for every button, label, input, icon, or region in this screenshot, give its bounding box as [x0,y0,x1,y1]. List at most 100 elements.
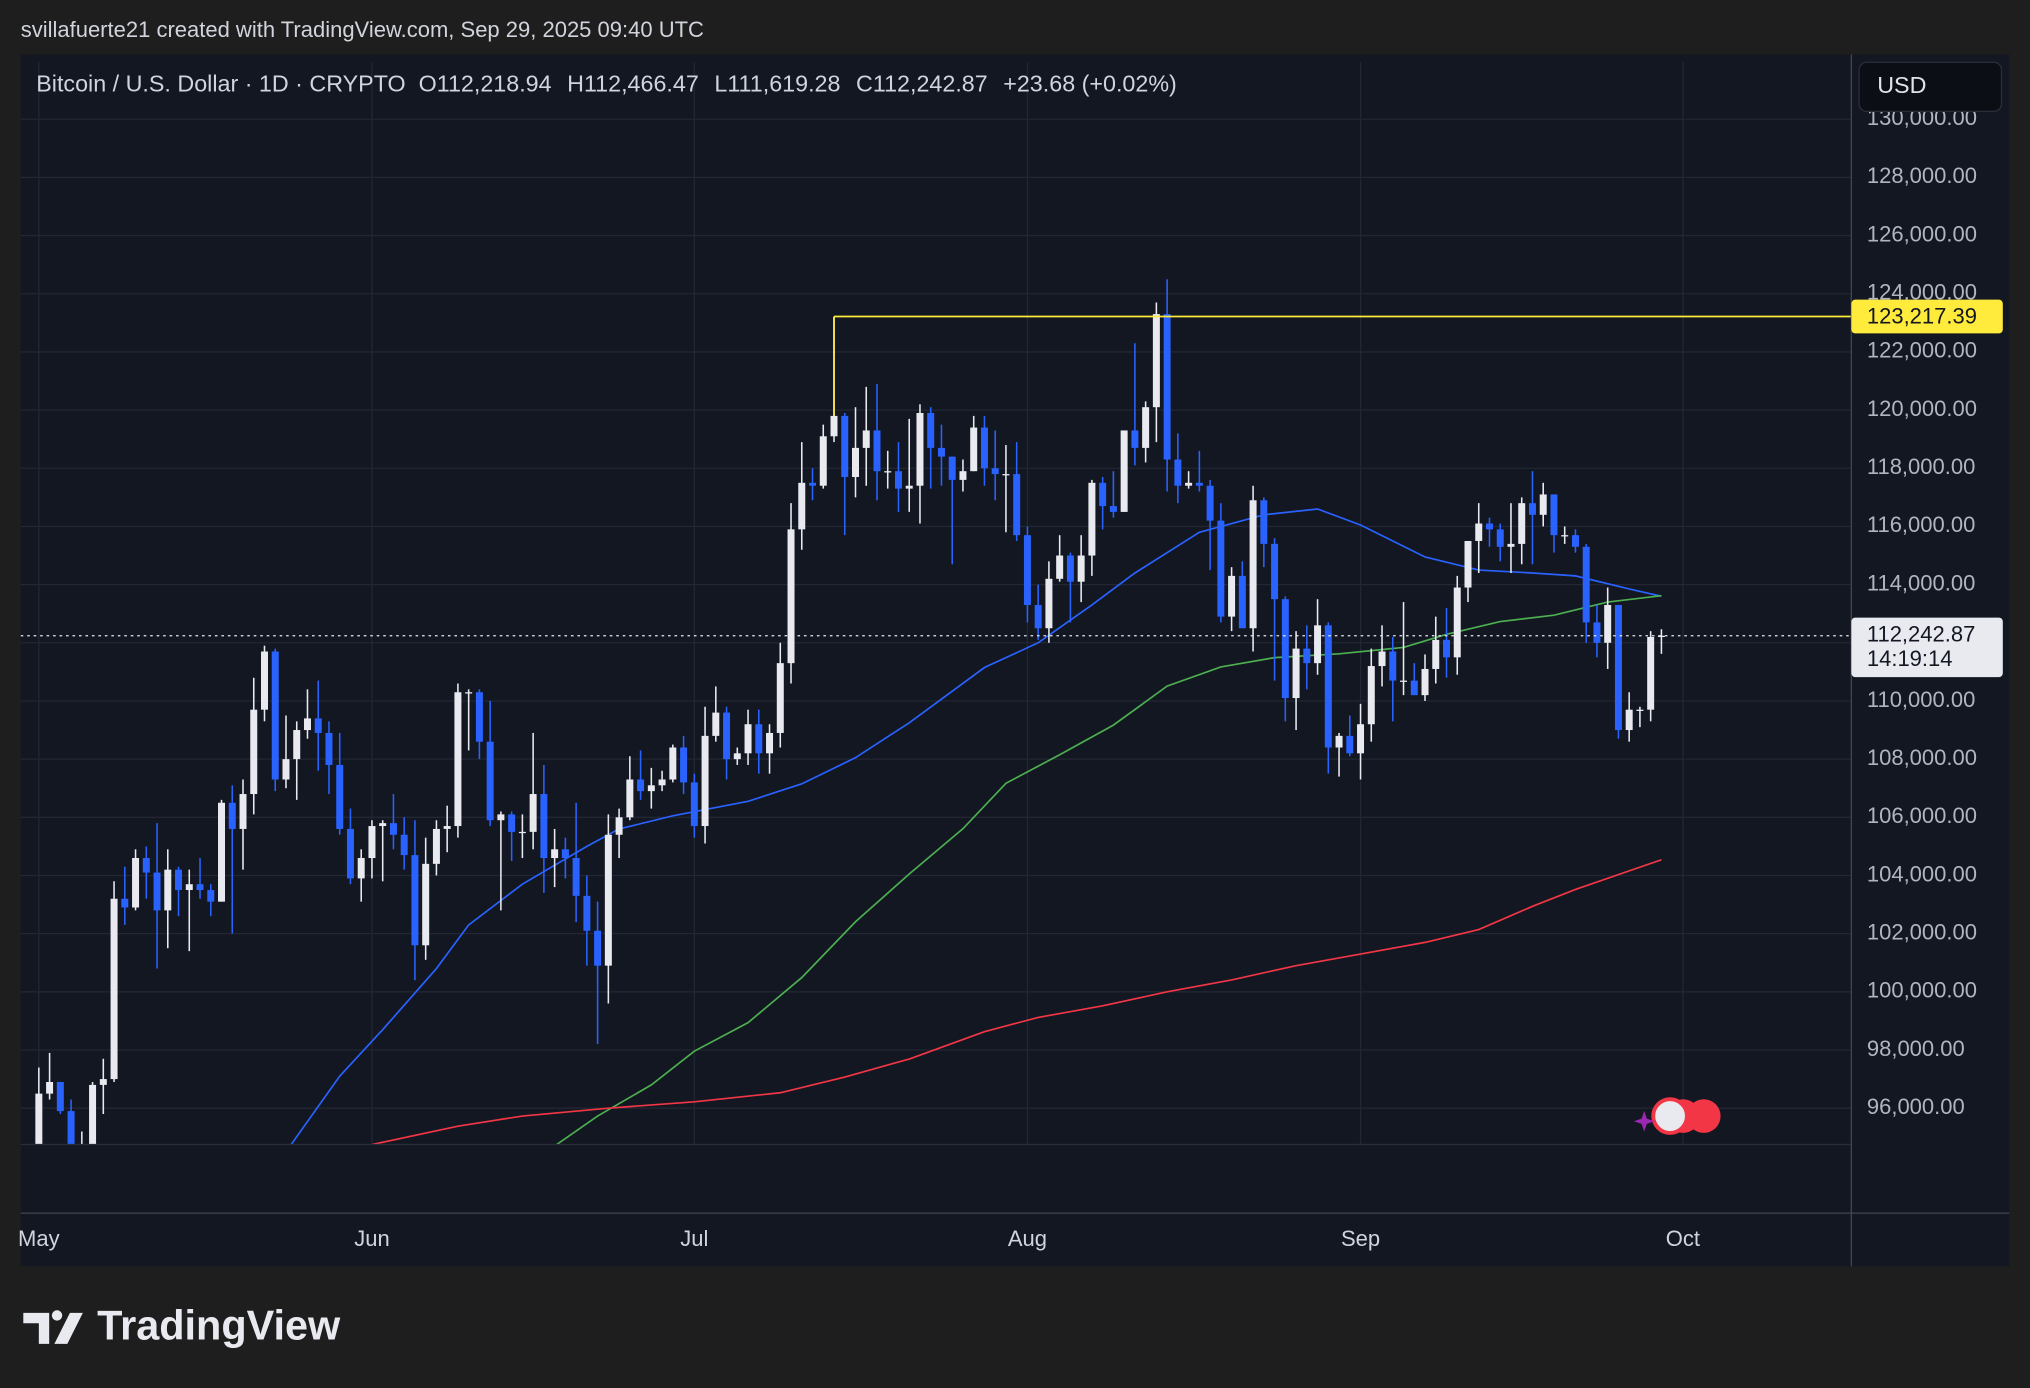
candle-body [1174,459,1182,486]
candle-body [132,858,140,908]
candle-body [1271,543,1279,600]
candle-body [1077,555,1085,582]
candle-body [1185,482,1193,486]
candle-body [927,413,935,448]
x-tick-label: Aug [1008,1226,1047,1251]
candle-body [1163,314,1171,460]
candle-body [1518,503,1526,544]
candle-body [282,759,290,780]
y-tick-label: 128,000.00 [1867,163,1977,188]
candle-body [303,718,311,731]
candle-body [980,427,988,469]
candle-body [1217,520,1225,617]
candle-body [1120,430,1128,512]
candle-body [540,794,548,859]
price-label: 123,217.39 [1867,304,1977,329]
moving-average [371,858,1662,1145]
candle-body [314,718,322,733]
candle-body [1142,407,1150,448]
candle-body [379,823,387,827]
candle-body [1099,482,1107,507]
candle-body [1228,575,1236,617]
y-tick-label: 120,000.00 [1867,396,1977,421]
candle-body [701,735,709,827]
candle-body [121,898,129,908]
candle-body [572,858,580,896]
price-label: 112,242.87 [1867,622,1975,647]
candle-body [207,890,215,902]
candle-body [1195,482,1203,486]
candle-body [809,482,817,486]
candle-body [1056,555,1064,579]
candle-body [1604,604,1612,643]
y-tick-label: 100,000.00 [1867,978,1977,1003]
candle-body [1109,506,1117,512]
candle-body [89,1084,97,1145]
candle-body [712,712,720,736]
moving-average [290,508,1662,1145]
candle-body [841,415,849,477]
candle-body [1571,535,1579,547]
candle-body [830,415,838,437]
candle-body [368,826,376,859]
candle-body [46,1081,54,1094]
candle-body [422,863,430,946]
currency-label[interactable]: USD [1877,72,1926,98]
candle-body [271,651,279,780]
candle-body [508,814,516,832]
y-tick-label: 110,000.00 [1867,687,1975,712]
candle-body [1034,604,1042,629]
legend-open: O112,218.94 [419,71,552,97]
candle-body [293,730,301,760]
currency-button[interactable]: USD [1858,61,2003,113]
candle-body [1131,430,1139,448]
legend: Bitcoin / U.S. Dollar · 1D · CRYPTO O112,… [36,71,1177,97]
candle-body [1260,500,1268,544]
candle-body [35,1093,43,1145]
candle-body [1614,604,1622,731]
candle-body [228,802,236,829]
candle-body [1066,555,1074,582]
candle-body [1443,639,1450,658]
price-label-bg [1851,299,2003,334]
candle-body [1550,494,1558,536]
moving-average [555,594,1662,1145]
candle-body [776,663,784,733]
candle-body [1088,482,1096,556]
y-tick-label: 104,000.00 [1867,861,1977,886]
countdown: 14:19:14 [1867,646,1953,671]
candle-body [1002,474,1010,476]
candle-body [218,802,226,902]
candle-body [733,753,741,760]
currency-button-bg[interactable] [1858,61,2003,113]
legend-low: L111,619.28 [714,71,840,97]
candle-body [1249,500,1257,629]
candle-body [1206,485,1214,521]
candle-body [755,724,763,754]
credit: svillafuerte21 created with TradingView.… [21,17,704,42]
candle-body [1432,639,1440,669]
candle-body [970,427,978,472]
logo: TradingView [23,1302,341,1348]
price-label-bg [1851,617,2003,678]
candle-body [239,794,247,829]
candle-body [1335,735,1343,748]
candle-body [884,471,892,473]
y-tick-label: 96,000.00 [1867,1094,1965,1119]
logo-icon [23,1310,83,1344]
y-tick-label: 122,000.00 [1867,338,1977,363]
candle-body [475,692,483,742]
axes: 96,000.00 98,000.00 100,000.00 102,000.00 10… [18,105,2003,1251]
candle-body [959,471,967,480]
candle-body [1281,599,1289,699]
candle-body [647,785,655,792]
candle-body [1303,648,1311,664]
candle-body [1400,680,1408,682]
candle-body [250,709,258,795]
candle-body [819,436,827,486]
candle-body [518,831,526,834]
candle-body [551,849,559,859]
candle-body [357,858,365,879]
candle-body [1475,523,1483,541]
